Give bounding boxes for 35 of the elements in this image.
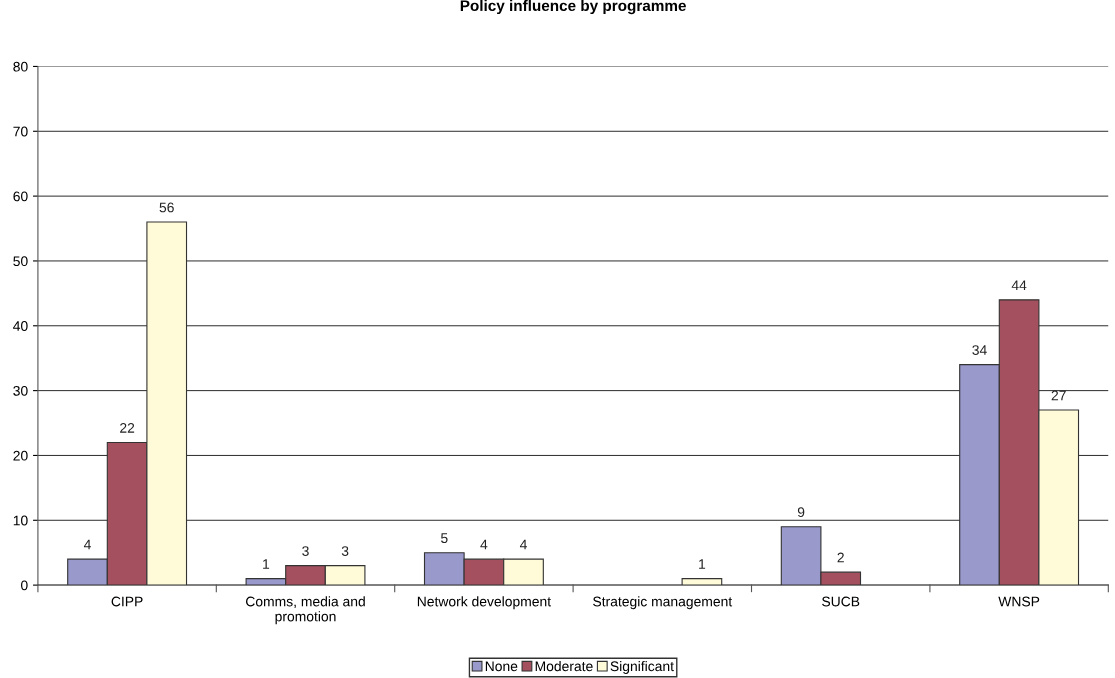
- y-tick-label: 50: [13, 256, 28, 267]
- chart-title: Policy influence by programme: [460, 0, 686, 15]
- x-tick-label: Network development: [417, 596, 551, 610]
- y-tick-label: 60: [13, 191, 28, 202]
- x-tick-label: Strategic management: [593, 596, 733, 610]
- y-tick-label: 0: [21, 580, 28, 591]
- data-label: 2: [837, 552, 844, 563]
- y-tick-label: 70: [13, 126, 28, 137]
- data-label: 9: [797, 507, 805, 518]
- x-tick-label: SUCB: [822, 596, 860, 607]
- data-label: 3: [341, 546, 349, 556]
- y-tick-label: 20: [13, 450, 28, 461]
- y-tick-label: 40: [13, 321, 28, 331]
- legend-label: None: [485, 661, 518, 672]
- data-label: 56: [159, 202, 174, 213]
- data-label: 1: [263, 559, 270, 569]
- x-tick-label: Comms, media and promotion: [246, 596, 365, 625]
- data-label: 5: [441, 533, 448, 544]
- data-label: 34: [972, 345, 987, 355]
- data-label: 3: [302, 546, 309, 556]
- data-label: 4: [480, 539, 488, 550]
- data-label: 27: [1051, 390, 1066, 401]
- x-tick-label: WNSP: [998, 596, 1040, 607]
- y-tick-label: 10: [13, 515, 28, 526]
- legend-label: Moderate: [535, 660, 593, 672]
- x-tick-label: CIPP: [111, 596, 143, 607]
- data-label: 4: [83, 539, 91, 550]
- y-tick-label: 30: [13, 385, 28, 396]
- data-label: 22: [120, 422, 135, 433]
- legend-label: Significant: [610, 660, 674, 674]
- bar: [681, 578, 723, 586]
- data-label: 4: [519, 539, 527, 550]
- data-label: 44: [1011, 280, 1027, 291]
- y-tick-label: 80: [13, 61, 28, 72]
- data-label: 1: [699, 559, 706, 569]
